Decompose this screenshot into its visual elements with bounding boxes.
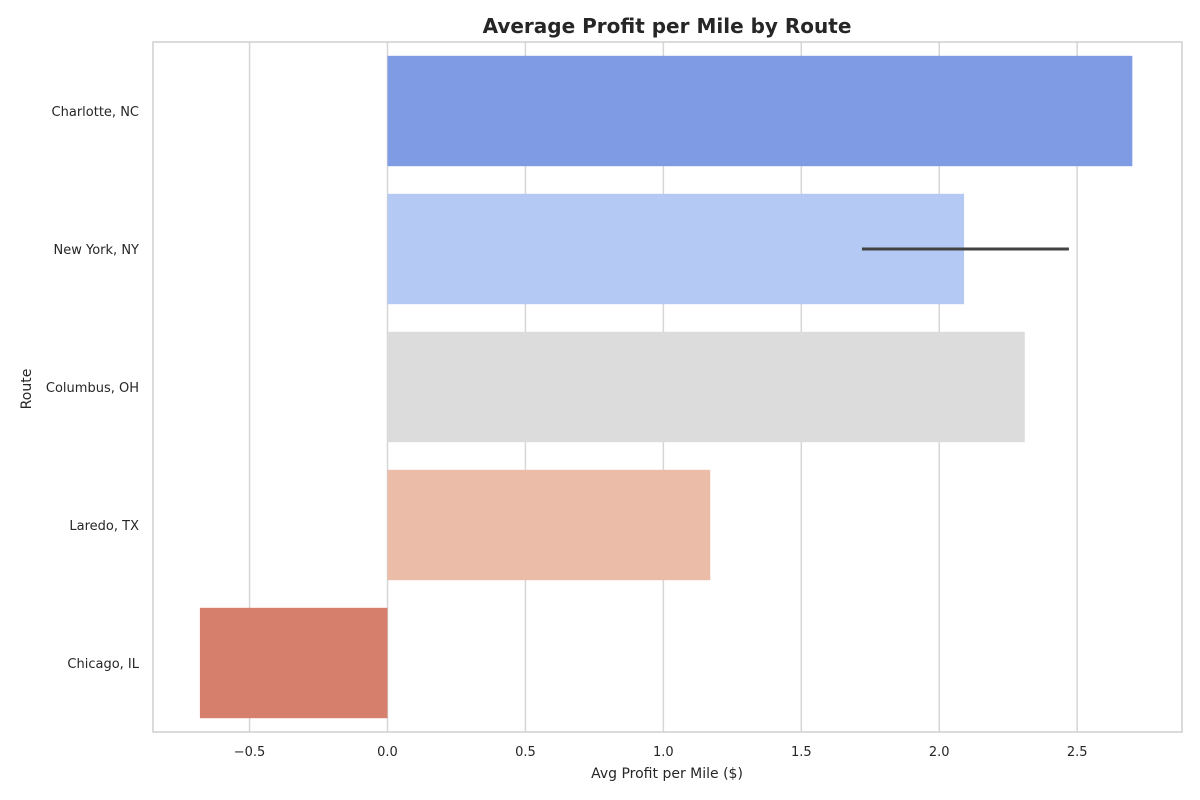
- bar-laredo-tx: [387, 469, 711, 581]
- y-tick-label: New York, NY: [54, 243, 140, 258]
- y-tick-label: Chicago, IL: [67, 657, 139, 672]
- y-tick-label: Columbus, OH: [46, 381, 139, 396]
- chart-title: Average Profit per Mile by Route: [483, 14, 852, 38]
- x-axis-label: Avg Profit per Mile ($): [591, 766, 743, 782]
- x-tick-label: 0.0: [377, 745, 398, 760]
- x-tick-labels: −0.5 0.0 0.5 1.0 1.5 2.0 2.5: [234, 745, 1088, 760]
- x-tick-label: 2.0: [929, 745, 950, 760]
- plot-frame: [152, 41, 1183, 733]
- bar-charlotte-nc: [387, 55, 1133, 167]
- bar-columbus-oh: [387, 331, 1025, 443]
- bars: [199, 55, 1133, 719]
- bar-chicago-il: [199, 607, 388, 719]
- y-tick-labels: Charlotte, NC New York, NY Columbus, OH Lar…: [46, 105, 140, 672]
- x-tick-label: 2.5: [1067, 745, 1088, 760]
- x-tick-label: 0.5: [515, 745, 536, 760]
- x-tick-label: 1.5: [791, 745, 812, 760]
- x-tick-label: −0.5: [234, 745, 266, 760]
- x-tick-label: 1.0: [653, 745, 674, 760]
- y-axis-label: Route: [19, 369, 35, 410]
- y-tick-label: Laredo, TX: [69, 519, 139, 534]
- y-tick-label: Charlotte, NC: [52, 105, 139, 120]
